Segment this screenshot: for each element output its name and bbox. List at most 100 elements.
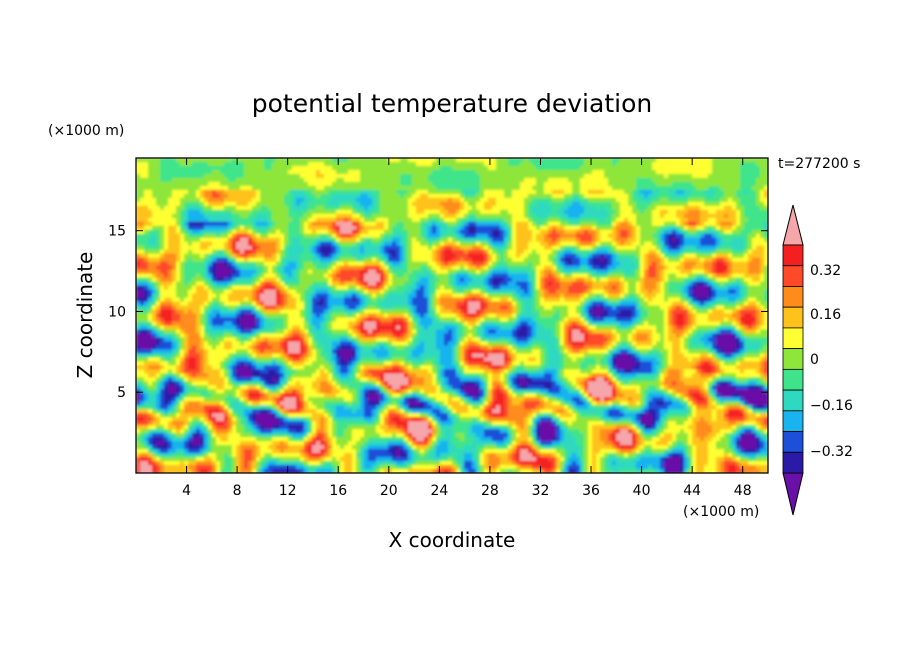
field-cell [528,193,533,199]
field-cell [200,189,205,195]
field-cell [512,201,517,207]
field-cell [424,209,429,215]
field-cell [532,245,537,251]
field-cell [160,273,165,279]
field-cell [240,209,245,215]
field-cell [244,277,249,283]
field-cell [280,245,285,251]
field-cell [516,173,521,179]
field-cell [520,165,525,171]
field-cell [152,261,157,267]
field-cell [488,217,493,223]
field-cell [416,229,421,235]
field-cell [420,225,425,231]
field-cell [296,193,301,199]
field-cell [732,181,737,187]
field-cell [576,269,581,275]
field-cell [428,229,433,235]
field-cell [584,165,589,171]
field-cell [752,193,757,199]
field-cell [592,201,597,207]
field-cell [576,245,581,251]
field-cell [676,229,681,235]
field-cell [468,253,473,259]
field-cell [700,158,705,163]
field-cell [592,269,597,275]
field-cell [304,269,309,275]
field-cell [508,253,513,259]
field-cell [608,213,613,219]
field-cell [416,249,421,255]
field-cell [268,237,273,243]
field-cell [240,205,245,211]
field-cell [728,245,733,251]
field-cell [740,177,745,183]
field-cell [232,221,237,227]
field-cell [688,201,693,207]
field-cell [244,161,249,167]
field-cell [208,189,213,195]
field-cell [484,221,489,227]
field-cell [756,253,761,259]
field-cell [752,189,757,195]
field-cell [420,161,425,167]
field-cell [328,257,333,263]
field-cell [136,169,141,175]
field-cell [376,269,381,275]
field-cell [160,281,165,287]
field-cell [764,209,768,215]
field-cell [264,181,269,187]
field-cell [444,205,449,211]
field-cell [660,269,665,275]
field-cell [328,205,333,211]
field-cell [480,197,485,203]
field-cell [540,217,545,223]
field-cell [140,281,145,287]
field-cell [636,177,641,183]
field-cell [540,201,545,207]
field-cell [156,158,161,163]
field-cell [640,221,645,227]
field-cell [404,281,409,287]
field-cell [184,173,189,179]
field-cell [588,273,593,279]
field-cell [448,205,453,211]
field-cell [588,265,593,271]
field-cell [404,205,409,211]
field-cell [732,253,737,259]
field-cell [244,205,249,211]
field-cell [332,225,337,231]
field-cell [716,225,721,231]
field-cell [496,281,501,287]
field-cell [464,229,469,235]
field-cell [684,193,689,199]
field-cell [280,249,285,255]
field-cell [760,229,765,235]
field-cell [440,181,445,187]
field-cell [680,221,685,227]
field-cell [348,221,353,227]
field-cell [624,197,629,203]
field-cell [672,181,677,187]
field-cell [352,253,357,259]
field-cell [272,169,277,175]
field-cell [424,169,429,175]
field-cell [408,277,413,283]
field-cell [600,273,605,279]
field-cell [240,257,245,263]
field-cell [672,197,677,203]
field-cell [620,233,625,239]
field-cell [392,245,397,251]
field-cell [244,173,249,179]
field-cell [512,193,517,199]
field-cell [748,165,753,171]
field-cell [200,217,205,223]
field-cell [664,221,669,227]
field-cell [500,221,505,227]
field-cell [648,217,653,223]
field-cell [280,269,285,275]
field-cell [668,158,673,163]
field-cell [308,265,313,271]
field-cell [484,233,489,239]
